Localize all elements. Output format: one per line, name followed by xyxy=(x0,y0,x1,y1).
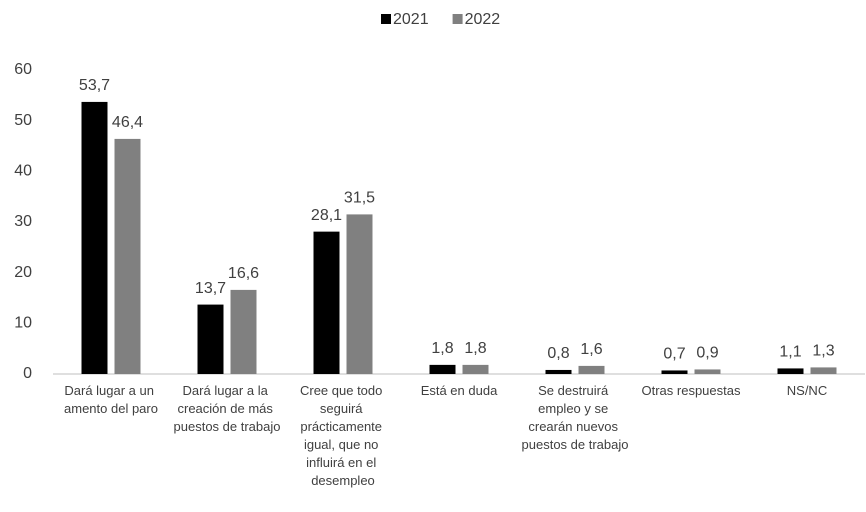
bar xyxy=(777,368,804,374)
bar xyxy=(429,364,456,374)
bar xyxy=(545,369,572,374)
x-tick-label: Dará lugar a un amento del paro xyxy=(64,383,158,416)
value-label: 13,7 xyxy=(195,280,226,297)
y-tick-label: 30 xyxy=(14,213,32,230)
legend-label: 2022 xyxy=(465,11,501,28)
x-tick-label: Se destruirá empleo y se crearán nuevos … xyxy=(522,383,629,452)
value-label: 0,9 xyxy=(696,345,718,362)
value-label: 28,1 xyxy=(311,207,342,224)
bar xyxy=(661,370,688,374)
value-label: 1,8 xyxy=(431,340,453,357)
value-label: 1,3 xyxy=(812,343,834,360)
value-label: 1,1 xyxy=(779,344,801,361)
bar xyxy=(694,369,721,374)
value-label: 0,7 xyxy=(663,346,685,363)
bar xyxy=(230,289,257,374)
y-tick-label: 20 xyxy=(14,264,32,281)
value-label: 1,8 xyxy=(464,340,486,357)
value-label: 53,7 xyxy=(79,77,110,94)
bar xyxy=(197,304,224,374)
bar xyxy=(462,364,489,374)
y-tick-label: 0 xyxy=(23,365,32,382)
bar xyxy=(81,101,108,375)
y-tick-label: 10 xyxy=(14,315,32,332)
legend: 2021 2022 xyxy=(381,11,500,28)
value-label: 46,4 xyxy=(112,114,143,131)
legend-label: 2021 xyxy=(393,11,429,28)
x-tick-label: Dará lugar a la creación de más puestos … xyxy=(174,383,281,434)
x-tick-label: NS/NC xyxy=(787,383,827,398)
y-tick-label: 60 xyxy=(14,61,32,78)
legend-swatch xyxy=(381,14,391,24)
legend-swatch xyxy=(452,14,463,24)
bar xyxy=(810,367,837,374)
x-tick-label: Está en duda xyxy=(421,383,498,398)
bar xyxy=(346,214,373,374)
bar xyxy=(313,231,340,374)
y-tick-label: 40 xyxy=(14,163,32,180)
value-label: 1,6 xyxy=(580,341,602,358)
x-tick-label: Otras respuestas xyxy=(642,383,741,398)
value-label: 0,8 xyxy=(547,345,569,362)
bar xyxy=(578,365,605,374)
y-tick-label: 50 xyxy=(14,112,32,129)
value-label: 16,6 xyxy=(228,265,259,282)
value-label: 31,5 xyxy=(344,190,375,207)
bar xyxy=(114,138,141,374)
x-tick-label: Cree que todo seguirá prácticamente igua… xyxy=(300,383,386,488)
